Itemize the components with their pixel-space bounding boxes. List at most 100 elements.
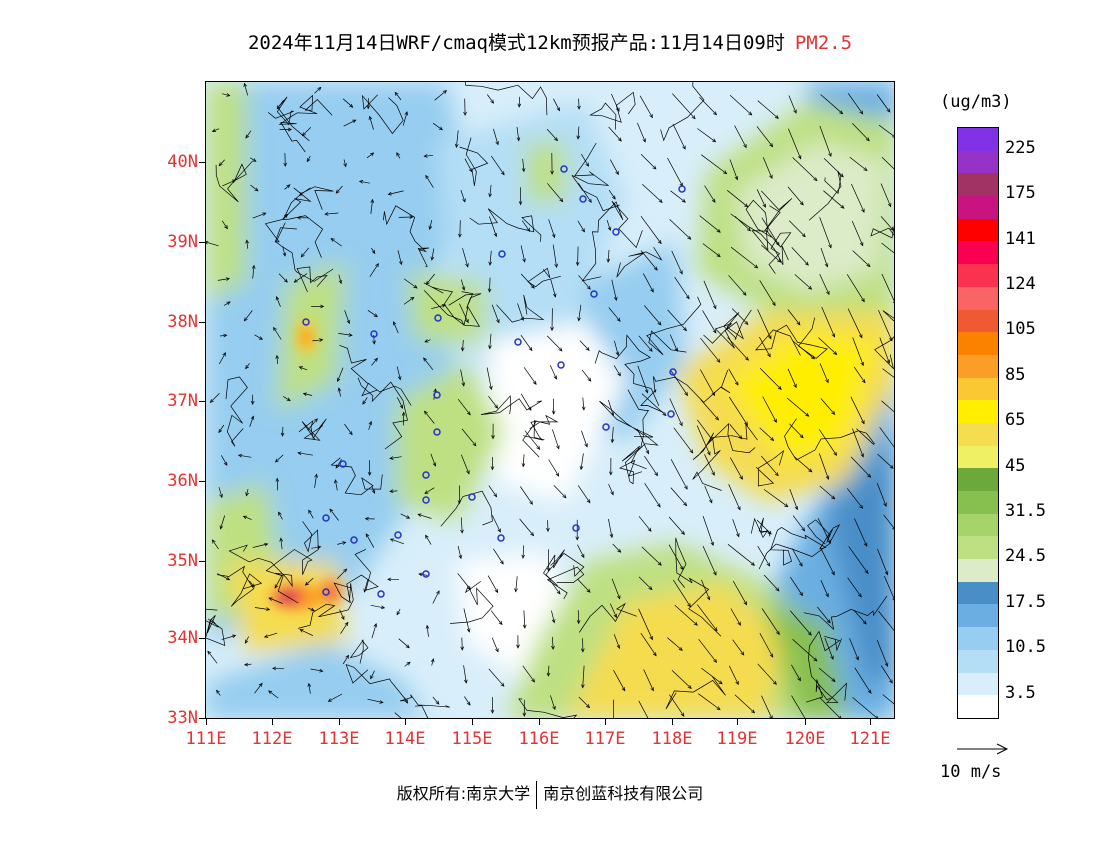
wind-arrowhead [345,654,349,659]
wind-vector [282,246,286,257]
colorbar-segment [958,627,998,650]
wind-arrowhead [860,453,864,458]
wind-vector [608,399,614,416]
wind-vector [314,87,322,94]
wind-vector [582,397,585,410]
wind-vector [400,513,410,519]
wind-vector [640,250,658,271]
wind-vector [524,430,540,450]
wind-arrowhead [559,198,564,203]
boundary-line [758,519,841,570]
wind-vector [670,190,686,203]
wind-vector [613,634,620,649]
wind-arrowhead [278,511,282,516]
wind-arrowhead [274,584,279,589]
boundary-line [267,96,310,142]
wind-vector [820,398,835,415]
wind-vector [310,668,323,672]
wind-arrowhead [684,391,688,397]
wind-vector [359,180,370,184]
wind-vector [756,126,773,147]
wind-vector [272,667,285,670]
wind-arrowhead [223,333,228,338]
boundary-line [805,679,831,703]
wind-arrowhead [516,644,520,649]
wind-vector [335,185,343,194]
wind-arrowhead [268,597,273,601]
wind-arrowhead [799,562,803,567]
wind-arrowhead [616,317,621,322]
colorbar-segment [958,128,998,151]
wind-vector [210,393,220,403]
boundary-line [692,419,756,460]
wind-arrowhead [773,418,777,424]
wind-arrowhead [413,284,418,289]
lon-label: 119E [716,729,758,749]
wind-vector [550,279,556,297]
wind-vector [732,639,745,656]
wind-arrowhead [462,198,466,203]
colorbar-label: 3.5 [1005,682,1036,703]
wind-arrowhead [772,680,777,685]
wind-arrowhead [371,489,376,494]
wind-arrowhead [774,115,779,119]
wind-arrowhead [609,533,614,539]
boundary-line [529,414,559,441]
wind-vector [669,334,678,352]
wind-vector [338,387,341,397]
wind-vector [520,334,533,351]
wind-vector [582,665,585,688]
wind-arrowhead [389,538,395,542]
wind-arrowhead [272,666,277,671]
wind-arrowhead [245,365,249,370]
wind-arrowhead [616,107,620,112]
wind-arrowhead [495,648,499,653]
wind-vector [734,125,747,148]
wind-arrowhead [797,677,801,682]
wind-vector [699,369,715,396]
wind-arrowhead [865,137,870,142]
wind-vector [786,397,809,417]
wind-arrowhead [337,387,342,392]
colorbar-label: 31.5 [1005,500,1046,521]
wind-vector [759,336,771,357]
wind-vector [489,216,497,237]
wind-vector [818,453,829,480]
wind-vector [850,396,865,424]
boundary-line [265,521,319,576]
wind-arrowhead [831,333,836,338]
wind-arrowhead [404,111,409,116]
wind-arrowhead [893,449,894,450]
boundary-line [579,602,637,633]
wind-arrowhead [374,357,378,362]
colorbar-segment [958,559,998,582]
wind-arrowhead [682,145,686,150]
wind-arrowhead [576,135,581,140]
wind-arrowhead [867,473,872,478]
wind-vector [577,544,585,558]
wind-vector [424,410,435,424]
wind-vector [788,220,806,237]
wind-arrowhead [286,184,291,189]
wind-arrowhead [373,313,378,318]
boundary-line [296,266,328,293]
chart-title: 2024年11月14日WRF/cmaq模式12km预报产品:11月14日09时 P… [0,28,1100,55]
colorbar-label: 17.5 [1005,591,1046,612]
city-marker [579,195,587,203]
lat-tick [199,638,205,639]
wind-arrowhead [219,493,223,499]
city-marker [514,338,522,346]
wind-vector [462,248,469,267]
wind-arrowhead [861,298,865,303]
city-marker [322,514,330,522]
wind-arrowhead [606,258,611,263]
wind-vector [243,515,252,520]
wind-arrowhead [245,492,249,497]
wind-vector [578,275,591,290]
wind-arrowhead [454,143,459,148]
wind-arrowhead [546,527,550,533]
wind-vector [846,488,863,509]
wind-arrowhead [615,170,619,176]
wind-arrowhead [389,489,394,494]
wind-vector [878,309,893,341]
